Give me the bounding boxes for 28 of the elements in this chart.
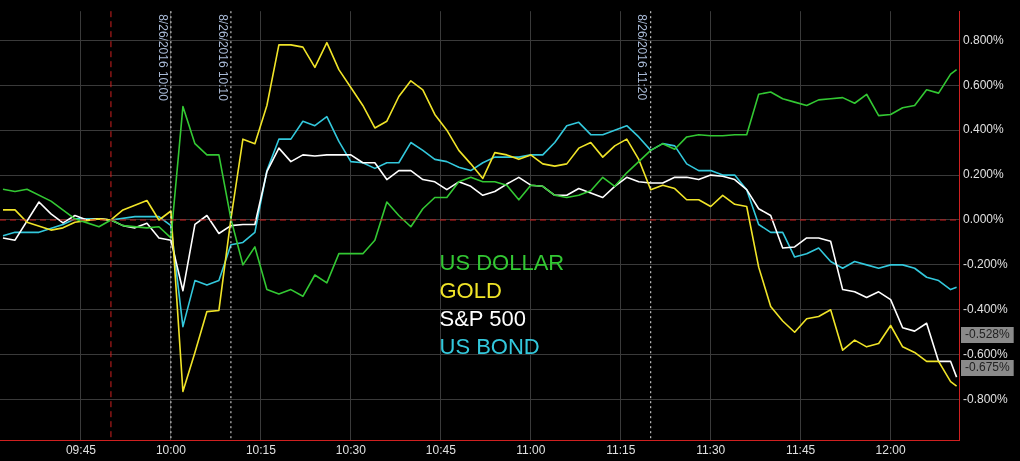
text: GOLD [439,277,502,303]
y-tick-label: -0.400% [963,302,1009,317]
x-tick-label: 11:15 [606,442,636,457]
y-tick-label: 0.800% [963,32,1005,47]
series-label: US DOLLAR [439,249,565,275]
x-tick-label: 10:45 [425,442,457,457]
y-tick-label: 0.600% [963,77,1005,92]
x-tick-label: 10:30 [335,442,367,457]
text: -0.528% [965,327,1011,342]
y-tick-label: 0.400% [963,122,1005,137]
x-tick-label: 10:00 [155,442,187,457]
x-tick-label: 11:45 [786,442,816,457]
text: US BOND [439,333,540,359]
x-tick-label: 09:45 [65,442,97,457]
y-tick-label: 0.000% [963,212,1005,227]
text: S&P 500 [439,305,526,331]
x-tick-label: 12:00 [875,442,906,457]
y-tick-label: 0.200% [963,167,1005,182]
x-tick-label: 10:15 [245,442,277,457]
ref-line-label: 8/26/2016 11:20 [635,14,650,101]
text: -0.675% [965,360,1011,375]
y-tick-label: -0.800% [963,391,1009,406]
x-tick-label: 11:30 [696,442,726,457]
y-tick-label: -0.600% [963,347,1009,361]
ref-line-label: 8/26/2016 10:10 [215,14,230,102]
ref-line-label: 8/26/2016 10:00 [155,14,170,102]
x-tick-label: 11:00 [516,442,546,457]
y-tick-label: -0.200% [963,257,1009,272]
